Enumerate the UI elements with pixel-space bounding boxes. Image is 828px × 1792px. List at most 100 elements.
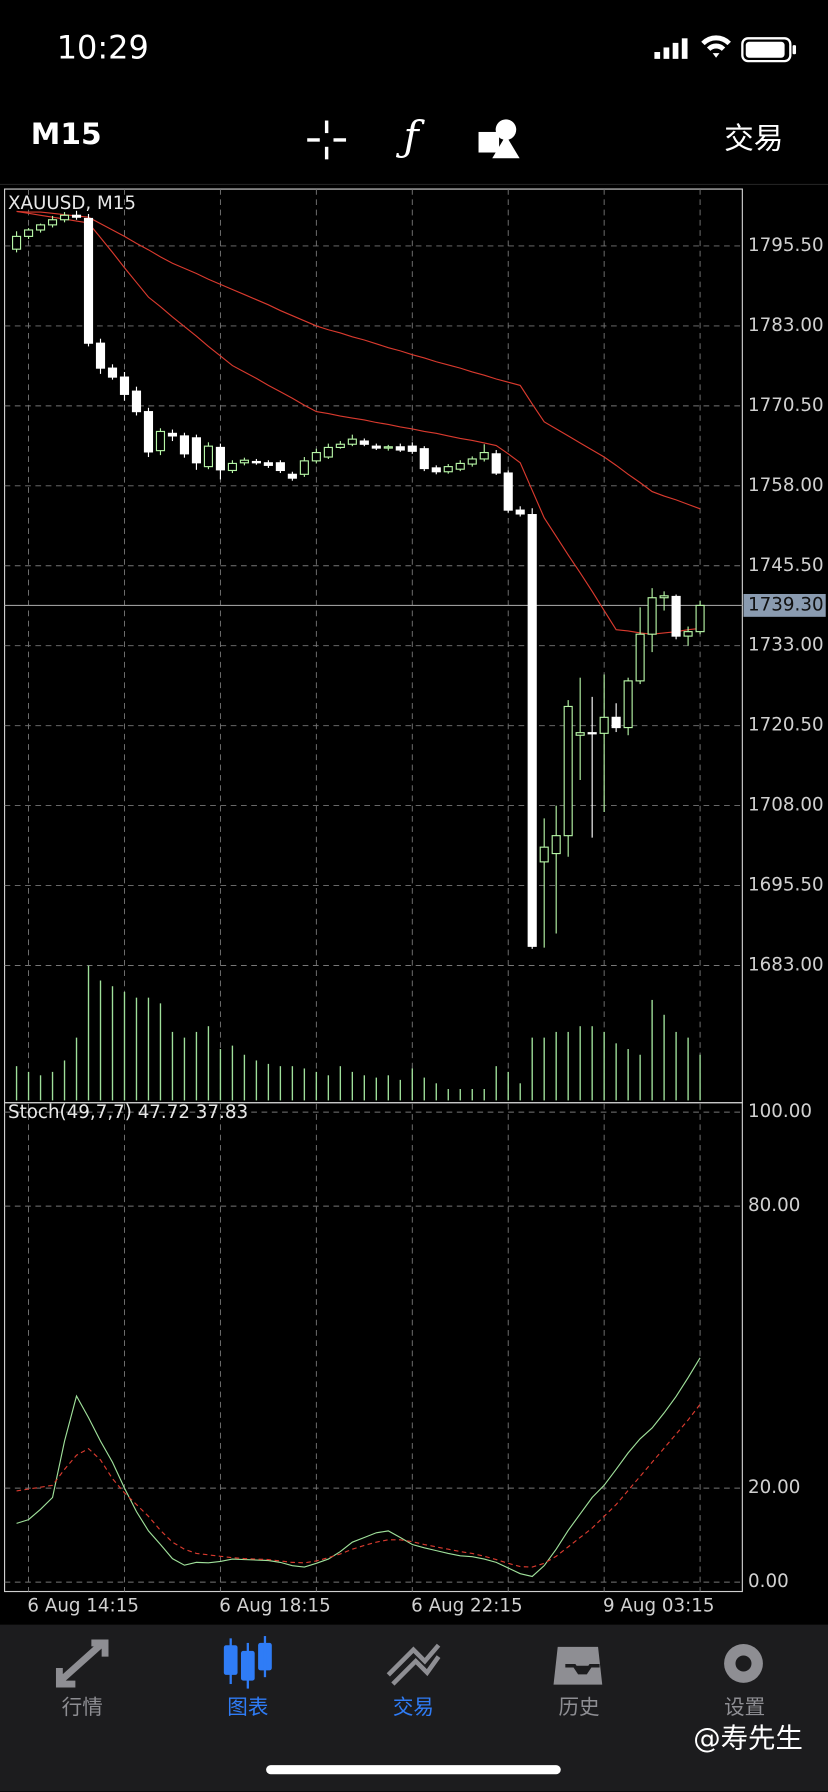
candle-body [227,462,237,472]
y-tick-label: 100.00 [748,1101,812,1122]
candle-body [311,451,321,462]
tab-label[interactable]: 设置 [724,1695,765,1719]
y-tick-label: 1683.00 [748,954,824,975]
y-tick-label: 1708.00 [748,795,824,816]
candle-body [503,472,513,511]
candle-body [467,458,477,465]
candle-body [299,460,309,475]
candle-body [587,732,597,735]
y-tick-label: 0.00 [748,1571,789,1592]
y-tick-label: 1745.50 [748,555,824,576]
candle-body [35,224,46,231]
candle-body [191,437,202,464]
y-tick-label: 20.00 [748,1477,800,1498]
stoch-line [16,1403,701,1568]
candle-body [671,595,681,637]
candle-body [131,390,142,413]
candle-body [647,597,657,635]
candle-body [155,430,166,452]
price-chart-title: XAUUSD, M15 [8,193,136,214]
tab-icons [55,1636,763,1689]
candle-body [11,235,22,250]
x-tick-label: 6 Aug 18:15 [219,1595,331,1616]
home-indicator [266,1765,561,1775]
candle-body [611,716,621,729]
candle-body [119,376,130,395]
candle-body [431,467,441,473]
candle-body [491,453,501,474]
stoch-title: Stoch(49,7,7) 47.72 37.83 [8,1102,248,1123]
plot: 1683.00 1695.50 1708.00 1720.50 1733.00 1745.… [4,189,826,1616]
last-price-box [743,593,826,617]
candle-body [347,438,357,445]
candle-body [443,466,453,473]
candle-body [563,705,573,837]
candle-body [59,214,70,221]
objects-button[interactable] [478,119,520,159]
candle-body [683,631,693,637]
candle-body [23,229,34,237]
y-tick-label: 1720.50 [748,715,824,736]
trade-button[interactable]: 交易 [724,121,783,156]
stoch-line [16,1357,701,1578]
moving-average [16,210,701,635]
timeframe-button[interactable]: M15 [31,117,102,152]
candle-body [71,214,82,218]
candle-body [263,462,273,466]
y-tick-label: 1733.00 [748,635,824,656]
tab-label[interactable]: 行情 [62,1695,103,1719]
candle-body [167,432,178,437]
candle-body [107,367,118,378]
y-tick-label: 1695.50 [748,875,824,896]
candle-body [323,446,333,458]
candle-body [359,440,369,445]
candle-body [251,460,261,464]
candle-body [215,446,225,471]
candle-body [83,217,94,344]
y-tick-label: 1783.00 [748,315,824,336]
tab-label[interactable]: 交易 [393,1695,434,1719]
candle-body [635,633,645,682]
candle-body [95,342,106,369]
candle-body [551,835,561,855]
moving-average [16,210,701,510]
y-tick-label: 1770.50 [748,395,824,416]
candle-body [47,219,58,226]
last-price-label: 1739.30 [748,594,824,615]
candle-body [659,595,669,599]
status-icons [654,35,797,63]
candle-body [575,732,585,736]
y-tick-label: 1795.50 [748,235,824,256]
x-tick-label: 6 Aug 14:15 [27,1595,139,1616]
status-time: 10:29 [57,29,149,67]
candle-body [203,445,213,468]
candle-body [275,462,285,472]
candle-body [371,445,381,449]
candle-body [515,509,525,515]
tab-label[interactable]: 历史 [558,1695,599,1719]
candle-body [455,462,465,470]
candle-body [179,435,190,455]
candle-body [623,680,633,729]
candle-body [695,604,705,633]
candle-body [527,514,537,947]
candle-body [395,446,405,451]
crosshair-button[interactable] [307,120,347,160]
candle-body [407,445,417,452]
candle-body [539,846,549,863]
stoch-pane [3,1102,743,1593]
candle-body [479,451,489,460]
candle-body [383,446,393,449]
candle-body [599,716,609,734]
candle-body [143,411,154,453]
y-tick-label: 1758.00 [748,475,824,496]
candle-body [287,473,297,479]
x-tick-label: 6 Aug 22:15 [411,1595,523,1616]
tab-label[interactable]: 图表 [227,1695,268,1719]
x-tick-label: 9 Aug 03:15 [603,1595,715,1616]
candle-body [335,443,345,449]
candle-body [419,448,429,470]
